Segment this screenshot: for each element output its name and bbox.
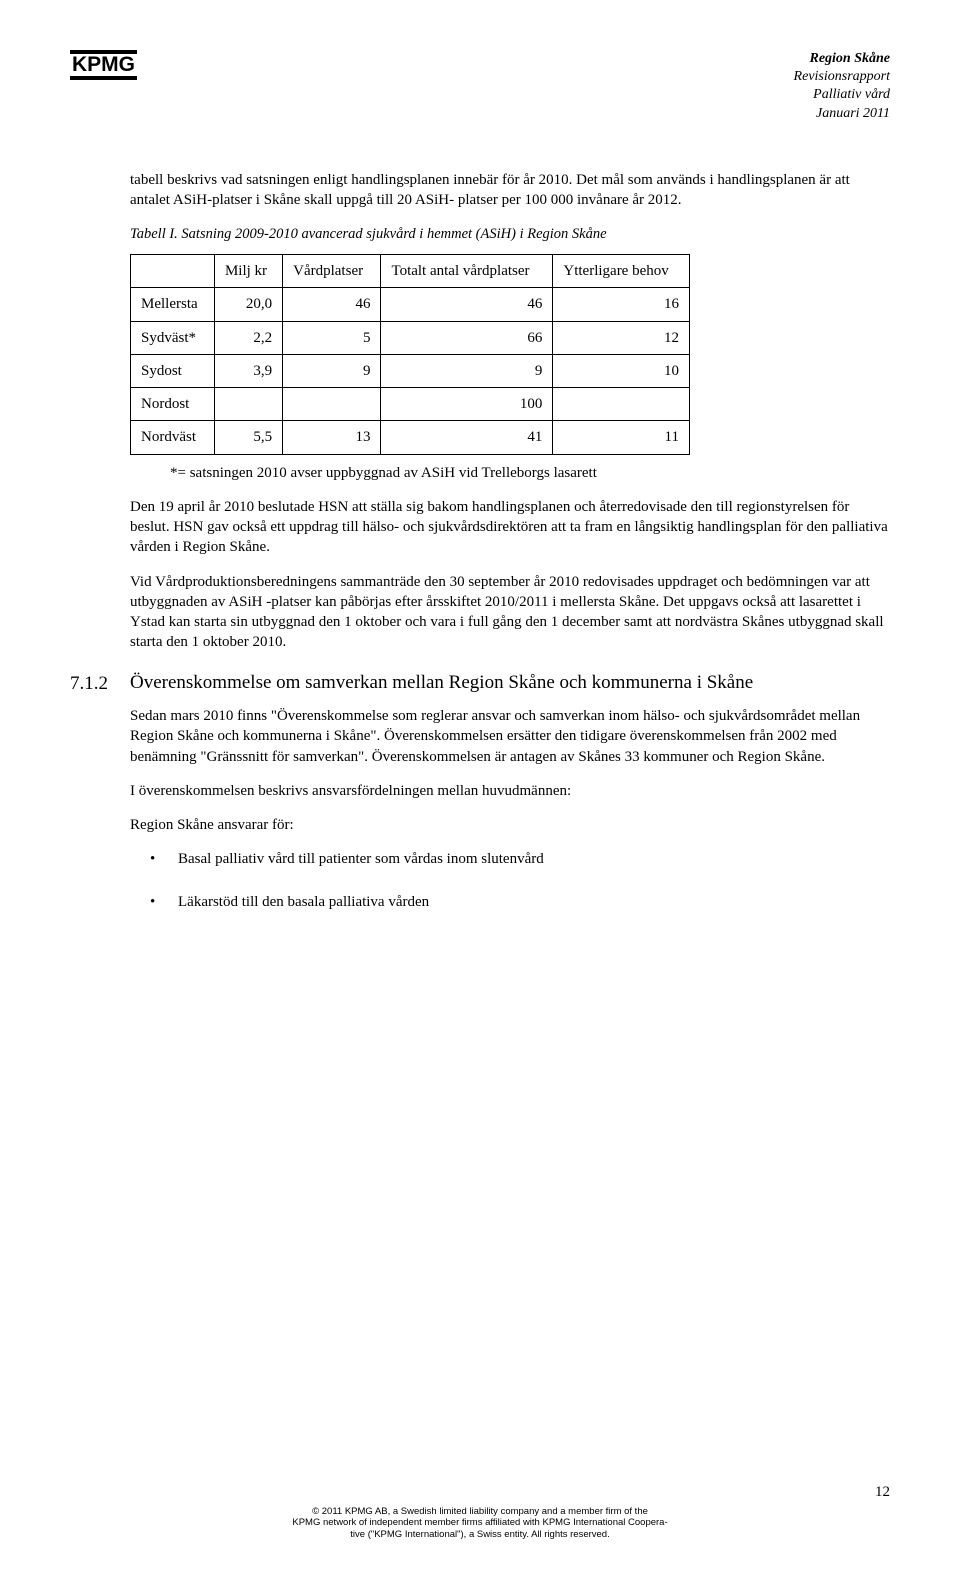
table-header-cell: Totalt antal vårdplatser bbox=[381, 255, 553, 288]
table-cell: 2,2 bbox=[214, 321, 282, 354]
table-cell: 16 bbox=[553, 288, 690, 321]
table-cell bbox=[283, 388, 381, 421]
table-cell: 5,5 bbox=[214, 421, 282, 454]
table-row: Nordost 100 bbox=[131, 388, 690, 421]
table-cell: 9 bbox=[283, 354, 381, 387]
table-cell: Mellersta bbox=[131, 288, 215, 321]
paragraph-5: I överenskommelsen beskrivs ansvarsförde… bbox=[130, 781, 890, 801]
header-region: Region Skåne bbox=[794, 50, 890, 68]
table-row: Nordväst 5,5 13 41 11 bbox=[131, 421, 690, 454]
table-cell: 41 bbox=[381, 421, 553, 454]
section-title: Överenskommelse om samverkan mellan Regi… bbox=[130, 671, 753, 697]
table-cell: 20,0 bbox=[214, 288, 282, 321]
table-cell: 3,9 bbox=[214, 354, 282, 387]
paragraph-6: Region Skåne ansvarar för: bbox=[130, 815, 890, 835]
table-cell: 46 bbox=[283, 288, 381, 321]
table-row: Sydväst* 2,2 5 66 12 bbox=[131, 321, 690, 354]
table-cell: 100 bbox=[381, 388, 553, 421]
paragraph-4: Sedan mars 2010 finns "Överenskommelse s… bbox=[130, 706, 890, 767]
table-cell: 9 bbox=[381, 354, 553, 387]
table-cell: 66 bbox=[381, 321, 553, 354]
paragraph-2: Den 19 april år 2010 beslutade HSN att s… bbox=[130, 497, 890, 558]
table-cell: 46 bbox=[381, 288, 553, 321]
table-header-cell: Milj kr bbox=[214, 255, 282, 288]
section-number: 7.1.2 bbox=[70, 671, 130, 697]
table-caption: Tabell I. Satsning 2009-2010 avancerad s… bbox=[130, 225, 890, 245]
table-cell: 13 bbox=[283, 421, 381, 454]
list-item: Läkarstöd till den basala palliativa vår… bbox=[150, 892, 890, 912]
table-cell bbox=[214, 388, 282, 421]
header-subject: Palliativ vård bbox=[794, 86, 890, 104]
table-cell: Sydväst* bbox=[131, 321, 215, 354]
table-header-row: Milj kr Vårdplatser Totalt antal vårdpla… bbox=[131, 255, 690, 288]
table-cell: Nordväst bbox=[131, 421, 215, 454]
paragraph-3: Vid Vårdproduktionsberedningens sammantr… bbox=[130, 572, 890, 653]
footer-line: KPMG network of independent member firms… bbox=[0, 1517, 960, 1528]
document-header: Region Skåne Revisionsrapport Palliativ … bbox=[794, 50, 890, 123]
bullet-list: Basal palliativ vård till patienter som … bbox=[150, 849, 890, 912]
list-item: Basal palliativ vård till patienter som … bbox=[150, 849, 890, 869]
copyright-footer: © 2011 KPMG AB, a Swedish limited liabil… bbox=[0, 1506, 960, 1540]
paragraph-1: tabell beskrivs vad satsningen enligt ha… bbox=[130, 170, 890, 211]
page-content: tabell beskrivs vad satsningen enligt ha… bbox=[130, 170, 890, 912]
footer-line: © 2011 KPMG AB, a Swedish limited liabil… bbox=[0, 1506, 960, 1517]
header-report: Revisionsrapport bbox=[794, 68, 890, 86]
data-table: Milj kr Vårdplatser Totalt antal vårdpla… bbox=[130, 254, 690, 455]
table-cell: Sydost bbox=[131, 354, 215, 387]
table-row: Sydost 3,9 9 9 10 bbox=[131, 354, 690, 387]
table-header-cell bbox=[131, 255, 215, 288]
footer-line: tive ("KPMG International"), a Swiss ent… bbox=[0, 1529, 960, 1540]
table-cell: 10 bbox=[553, 354, 690, 387]
page-number: 12 bbox=[875, 1482, 890, 1502]
table-header-cell: Ytterligare behov bbox=[553, 255, 690, 288]
table-cell: Nordost bbox=[131, 388, 215, 421]
table-footnote: *= satsningen 2010 avser uppbyggnad av A… bbox=[170, 463, 890, 483]
table-cell: 11 bbox=[553, 421, 690, 454]
kpmg-logo: KPMG bbox=[70, 50, 137, 80]
table-header-cell: Vårdplatser bbox=[283, 255, 381, 288]
section-heading: 7.1.2 Överenskommelse om samverkan mella… bbox=[130, 671, 890, 697]
table-cell: 5 bbox=[283, 321, 381, 354]
header-date: Januari 2011 bbox=[794, 105, 890, 123]
table-cell bbox=[553, 388, 690, 421]
table-cell: 12 bbox=[553, 321, 690, 354]
table-row: Mellersta 20,0 46 46 16 bbox=[131, 288, 690, 321]
